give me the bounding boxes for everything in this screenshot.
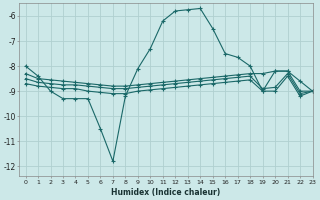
X-axis label: Humidex (Indice chaleur): Humidex (Indice chaleur) <box>111 188 220 197</box>
